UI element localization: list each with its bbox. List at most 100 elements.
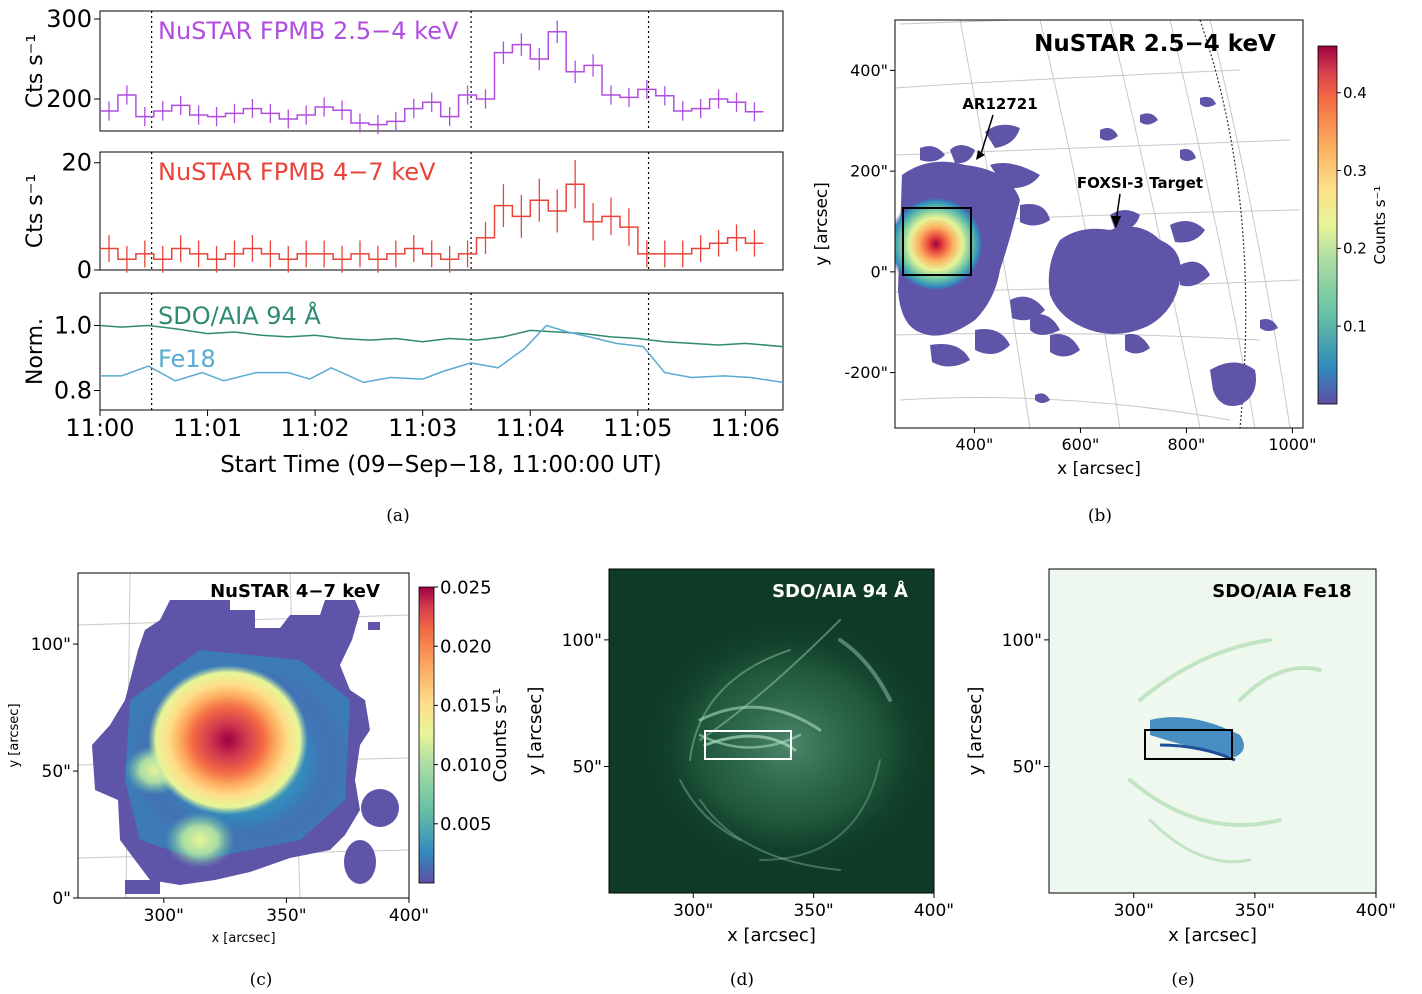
panel-a-frame-0 [99,10,784,132]
panel-e-frame [1048,568,1377,894]
x-tick-label: 400" [956,435,994,454]
x-tick-label: 800" [1167,435,1205,454]
panel-a-ylabel-2: Norm. [23,318,48,385]
y-tick-label: 100" [1002,631,1042,651]
series-legend-label-1: Fe18 [158,345,216,373]
y-tick-label: 50" [573,757,602,777]
colorbar-label: Counts s⁻¹ [490,688,511,783]
x-tick-label: 11:03 [388,414,457,442]
caption-b: (b) [1088,506,1112,526]
y-tick-label: 0" [52,889,71,909]
y-tick-label: 0 [77,256,92,284]
series-legend-label-0: SDO/AIA 94 Å [158,301,321,330]
map-xlabel: x [arcsec] [1168,925,1257,946]
colorbar-tick-label: 0.1 [1343,317,1367,335]
map-ylabel: y [arcsec] [525,687,546,776]
y-tick-label: 20 [61,149,92,177]
panel-c-axes: 300" 350" 400" 100" 50" 0" x [arcsec] y [arcsec… [7,577,511,946]
x-tick-label: 300" [1114,901,1154,921]
y-tick-label: 200 [46,85,92,113]
lightcurve-step-0 [100,31,764,126]
colorbar-label: Counts s⁻¹ [1371,186,1389,265]
colorbar-tick-label: 0.010 [440,755,492,776]
x-tick-label: 11:01 [173,414,242,442]
caption-c: (c) [250,970,273,990]
colorbar-tick-label: 0.2 [1343,240,1367,258]
panel-b-image [895,20,1303,428]
x-tick-label: 400" [914,901,954,921]
colorbar-tick-label: 0.4 [1343,84,1367,102]
panel-b-roi-box [902,207,972,276]
colorbar-tick-label: 0.025 [440,577,492,598]
annotation-ar12721: AR12721 [962,95,1037,113]
panel-e-roi-box [1144,729,1233,760]
panel-d-image [609,569,934,893]
panel-c-colorbar [418,586,435,884]
panel-c-title: NuSTAR 4−7 keV [210,581,380,602]
y-tick-label: 200" [850,162,888,181]
colorbar-tick-label: 0.015 [440,696,492,717]
x-tick-label: 400" [1356,901,1396,921]
panel-e-fe18-map: SDO/AIA Fe18 300" 350" 400" 100" 50" x [arcse… [965,568,1396,946]
caption-a: (a) [386,506,409,526]
y-tick-label: 100" [562,631,602,651]
panel-c-frame [77,572,410,899]
x-tick-label: 11:06 [711,414,780,442]
y-tick-label: 300 [46,5,92,33]
series-line-1 [100,324,784,384]
panel-c-nustar-hard-map: NuSTAR 4−7 keV 300" 350" 400" 100" 50" 0" x [a… [7,572,511,946]
colorbar-tick-label: 0.020 [440,637,492,658]
y-tick-label: 50" [42,762,71,782]
y-tick-label: 0.8 [54,377,92,405]
panel-a-series-label-0: NuSTAR FPMB 2.5−4 keV [158,17,459,45]
panel-b-frame [894,19,1304,429]
x-tick-label: 300" [673,901,713,921]
x-tick-label: 350" [793,901,833,921]
panel-b-nustar-map: NuSTAR 2.5−4 keV AR12721 FOXSI-3 Target … [812,19,1389,479]
arrowhead-ar12721 [976,150,985,160]
arrowhead-foxsi [1111,216,1121,228]
panel-b-title: NuSTAR 2.5−4 keV [1034,31,1276,57]
panel-d-axes: 300" 350" 400" 100" 50" x [arcsec] y [arcsec] [525,631,954,946]
panel-a-frame-2 [99,292,784,411]
panel-b-axes: 400" 600" 800" 1000" 400" 200" 0" -200" x [arcse… [812,61,1389,479]
foxsi-blob [1035,96,1278,406]
map-ylabel: y [arcsec] [7,703,22,767]
panel-d-title: SDO/AIA 94 Å [772,579,908,602]
x-tick-label: 350" [1235,901,1275,921]
caption-d: (d) [730,970,754,990]
panel-d-aia94-map: SDO/AIA 94 Å 300" 350" 400" 100" 50" x [arcse… [525,568,954,946]
y-tick-label: 100" [31,635,71,655]
panel-d-loops [679,619,892,871]
panel-c-image [78,573,409,898]
panel-a-frame-1 [99,151,784,271]
map-xlabel: x [arcsec] [211,931,275,946]
annotation-foxsi: FOXSI-3 Target [1077,174,1203,192]
x-tick-label: 11:04 [496,414,565,442]
x-tick-label: 11:02 [281,414,350,442]
y-tick-label: 50" [1013,757,1042,777]
map-xlabel: x [arcsec] [1057,459,1141,479]
x-tick-label: 300" [144,906,184,926]
x-tick-label: 350" [266,906,306,926]
colorbar-tick-label: 0.3 [1343,162,1367,180]
map-xlabel: x [arcsec] [727,925,816,946]
lightcurve-step-1 [100,183,764,261]
x-tick-label: 11:05 [603,414,672,442]
panel-d-frame [608,568,935,894]
y-tick-label: 0" [870,262,888,281]
arrow-ar12721 [979,114,994,158]
panel-a-series-label-1: NuSTAR FPMB 4−7 keV [158,158,436,186]
panel-a-xlabel: Start Time (09−Sep−18, 11:00:00 UT) [220,452,662,478]
panel-d-roi-box [704,730,792,760]
panel-a-ylabel-1: Cts s⁻¹ [23,174,48,248]
y-tick-label: -200" [844,363,888,382]
series-line-0 [99,324,784,348]
panel-b-colorbar [1317,45,1338,405]
map-ylabel: y [arcsec] [965,687,986,776]
panel-e-hot-loop [1150,717,1244,757]
y-tick-label: 400" [850,61,888,80]
ar-hot-source [895,196,984,292]
